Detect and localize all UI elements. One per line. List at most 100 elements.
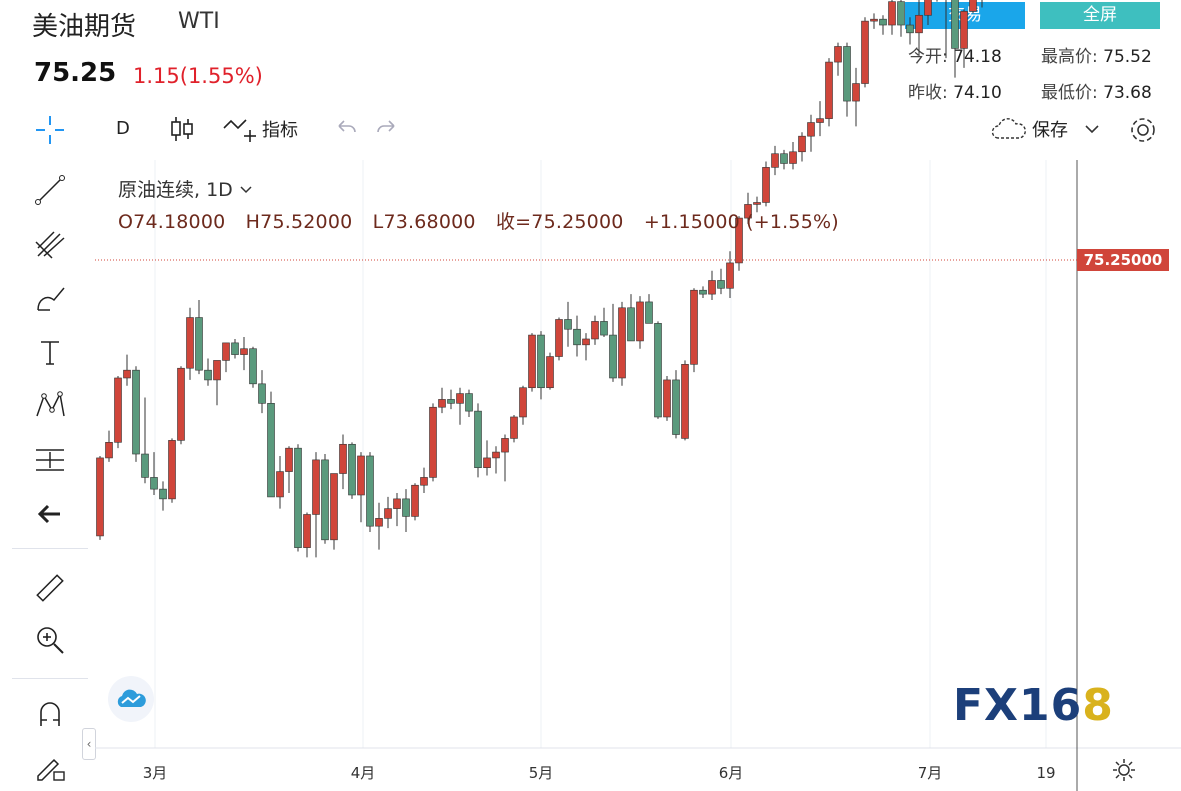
candle: [276, 455, 284, 509]
candle: [447, 389, 455, 410]
brush-icon: [37, 287, 65, 311]
watermark-accent: 8: [1082, 680, 1114, 731]
candle-body: [708, 280, 716, 295]
legend-close: 收=75.25000: [495, 211, 624, 233]
candle: [222, 342, 230, 373]
candle: [159, 481, 167, 511]
candle: [519, 385, 527, 425]
stat-high: 最高价: 75.52: [1041, 42, 1152, 67]
candle-body: [447, 399, 455, 404]
candle: [546, 352, 554, 390]
stat-high-value: 75.52: [1103, 47, 1152, 67]
axis-settings-button[interactable]: [1111, 757, 1137, 787]
chart-type-button[interactable]: [168, 114, 196, 148]
candle: [231, 338, 239, 359]
time-tick-label: 19: [1036, 764, 1055, 782]
redo-icon: [377, 120, 395, 133]
candle: [744, 192, 752, 224]
candle: [717, 268, 725, 295]
save-button[interactable]: 保存: [990, 114, 1102, 144]
time-tick-label: 7月: [918, 764, 943, 782]
interval-selector[interactable]: D: [116, 118, 130, 139]
candle: [141, 397, 149, 484]
candle: [798, 132, 806, 162]
magnet-icon: [40, 702, 60, 726]
candle-body: [663, 379, 671, 418]
candle-body: [465, 393, 473, 412]
candle: [834, 42, 842, 76]
candle: [735, 216, 743, 271]
candle: [843, 42, 851, 117]
candle: [600, 307, 608, 338]
candle-body: [834, 46, 842, 63]
ruler-icon: [36, 574, 64, 602]
time-tick-label: 6月: [719, 764, 744, 782]
last-price-tag-label: 75.25000: [1084, 251, 1163, 269]
crosshair-tool[interactable]: [28, 108, 72, 152]
tradingview-logo[interactable]: [108, 676, 154, 722]
sidebar-divider: [12, 678, 88, 679]
pencil-lock-icon: [37, 758, 65, 781]
candle: [114, 376, 122, 449]
candle: [465, 389, 473, 417]
magnet-tool[interactable]: [28, 692, 72, 736]
settings-button[interactable]: [1126, 113, 1160, 151]
trend-line-tool[interactable]: [28, 168, 72, 212]
fullscreen-button[interactable]: 全屏: [1040, 2, 1160, 29]
candle: [429, 403, 437, 482]
legend-name[interactable]: 原油连续, 1D: [118, 175, 253, 202]
candle: [186, 307, 194, 380]
candle-body: [123, 369, 131, 379]
candle: [564, 301, 572, 347]
stat-high-label: 最高价:: [1041, 47, 1098, 67]
candle: [807, 114, 815, 152]
candle: [951, 0, 959, 78]
candle: [195, 299, 203, 375]
legend-low: L73.68000: [372, 211, 476, 233]
ruler-tool[interactable]: [28, 566, 72, 610]
candle-body: [420, 477, 428, 486]
candle: [411, 483, 419, 521]
candle-body: [402, 498, 410, 517]
candle: [348, 442, 356, 499]
candle-body: [879, 18, 887, 26]
candle: [945, 0, 947, 59]
candle-body: [141, 453, 149, 478]
candle: [609, 303, 617, 382]
lock-drawings-tool[interactable]: [28, 744, 72, 788]
zoom-tool[interactable]: [28, 618, 72, 662]
brush-tool[interactable]: [28, 276, 72, 320]
candle-body: [744, 204, 752, 219]
back-tool[interactable]: [28, 492, 72, 536]
candle-body: [600, 321, 608, 336]
candle: [936, 0, 938, 2]
candle-body: [681, 364, 689, 439]
collapse-sidebar-button[interactable]: ‹: [82, 728, 96, 760]
undo-button[interactable]: [333, 116, 359, 146]
candle: [483, 440, 491, 476]
stat-low: 最低价: 73.68: [1041, 78, 1152, 103]
candle: [780, 149, 788, 170]
chart-grid: [154, 160, 1047, 748]
candle: [177, 366, 185, 445]
fib-tool[interactable]: [28, 222, 72, 266]
candle-body: [888, 1, 896, 26]
legend-series-name: 原油连续, 1D: [118, 179, 233, 201]
candle: [492, 446, 500, 474]
text-tool[interactable]: [28, 330, 72, 374]
candle-body: [330, 473, 338, 541]
candle: [861, 17, 869, 88]
redo-button[interactable]: [374, 116, 400, 146]
candle-body: [870, 18, 878, 22]
candle-body: [429, 406, 437, 478]
measure-range-tool[interactable]: [28, 438, 72, 482]
candle-body: [897, 1, 905, 26]
pattern-tool[interactable]: [28, 384, 72, 428]
candle-body: [312, 459, 320, 515]
legend-ohlc: O74.18000 H75.52000 L73.68000 收=75.25000…: [118, 207, 853, 234]
candle-body: [960, 11, 968, 49]
candle-body: [861, 20, 869, 84]
candle-body: [249, 348, 257, 385]
indicators-button[interactable]: 指标: [222, 114, 298, 144]
trend-line-icon: [35, 175, 65, 205]
